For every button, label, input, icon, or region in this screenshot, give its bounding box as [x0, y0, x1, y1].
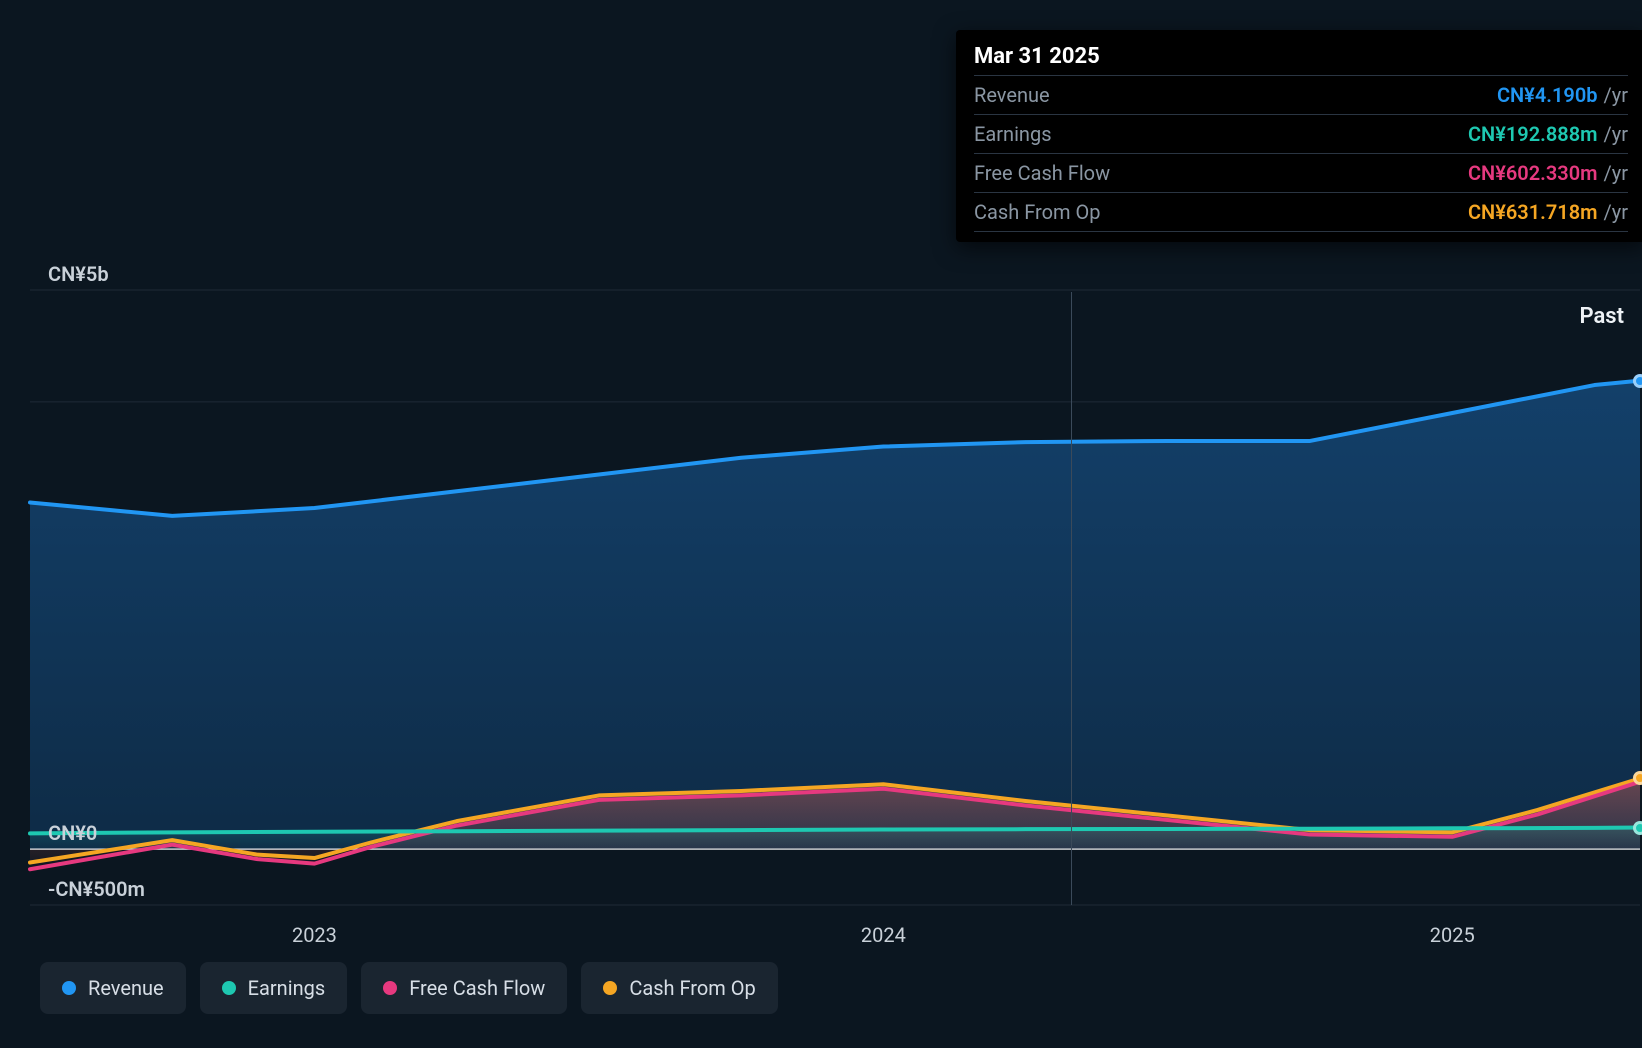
legend-label: Earnings	[248, 976, 326, 1000]
tooltip-row-label: Revenue	[974, 83, 1050, 107]
x-axis-label: 2023	[292, 923, 337, 947]
financials-area-chart: CN¥5b CN¥0 -CN¥500m 2023 2024 2025 Past …	[0, 0, 1642, 1048]
tooltip-row-value: CN¥192.888m	[1468, 122, 1598, 146]
legend-dot-icon	[383, 981, 397, 995]
legend-item-cash-from-op[interactable]: Cash From Op	[581, 962, 777, 1014]
tooltip-row-unit: /yr	[1604, 200, 1629, 224]
chart-legend: Revenue Earnings Free Cash Flow Cash Fro…	[40, 962, 778, 1014]
end-marker-cash-from-op	[1633, 771, 1642, 785]
tooltip-row: Cash From Op CN¥631.718m/yr	[974, 192, 1628, 232]
y-axis-label: CN¥5b	[48, 262, 109, 286]
tooltip-row-value: CN¥4.190b	[1497, 83, 1598, 107]
legend-item-revenue[interactable]: Revenue	[40, 962, 186, 1014]
tooltip-row: Revenue CN¥4.190b/yr	[974, 75, 1628, 114]
end-marker-earnings	[1633, 821, 1642, 835]
legend-label: Free Cash Flow	[409, 976, 545, 1000]
cursor-vertical-line	[1071, 292, 1072, 905]
chart-tooltip: Mar 31 2025 Revenue CN¥4.190b/yr Earning…	[956, 30, 1642, 242]
tooltip-row: Earnings CN¥192.888m/yr	[974, 114, 1628, 153]
tooltip-date: Mar 31 2025	[974, 44, 1628, 75]
tooltip-row-label: Cash From Op	[974, 200, 1100, 224]
x-axis-label: 2025	[1430, 923, 1475, 947]
tooltip-row-label: Free Cash Flow	[974, 161, 1110, 185]
tooltip-row-unit: /yr	[1604, 83, 1629, 107]
tooltip-row-unit: /yr	[1604, 122, 1629, 146]
legend-dot-icon	[603, 981, 617, 995]
legend-item-free-cash-flow[interactable]: Free Cash Flow	[361, 962, 567, 1014]
past-label: Past	[1579, 304, 1624, 329]
legend-label: Revenue	[88, 976, 164, 1000]
tooltip-row: Free Cash Flow CN¥602.330m/yr	[974, 153, 1628, 192]
legend-item-earnings[interactable]: Earnings	[200, 962, 348, 1014]
y-axis-label: CN¥0	[48, 821, 97, 845]
end-marker-revenue	[1633, 374, 1642, 388]
tooltip-row-label: Earnings	[974, 122, 1052, 146]
tooltip-row-value: CN¥631.718m	[1468, 200, 1598, 224]
tooltip-row-value: CN¥602.330m	[1468, 161, 1598, 185]
legend-label: Cash From Op	[629, 976, 755, 1000]
legend-dot-icon	[62, 981, 76, 995]
tooltip-row-unit: /yr	[1604, 161, 1629, 185]
x-axis-label: 2024	[861, 923, 906, 947]
y-axis-label: -CN¥500m	[48, 877, 145, 901]
legend-dot-icon	[222, 981, 236, 995]
